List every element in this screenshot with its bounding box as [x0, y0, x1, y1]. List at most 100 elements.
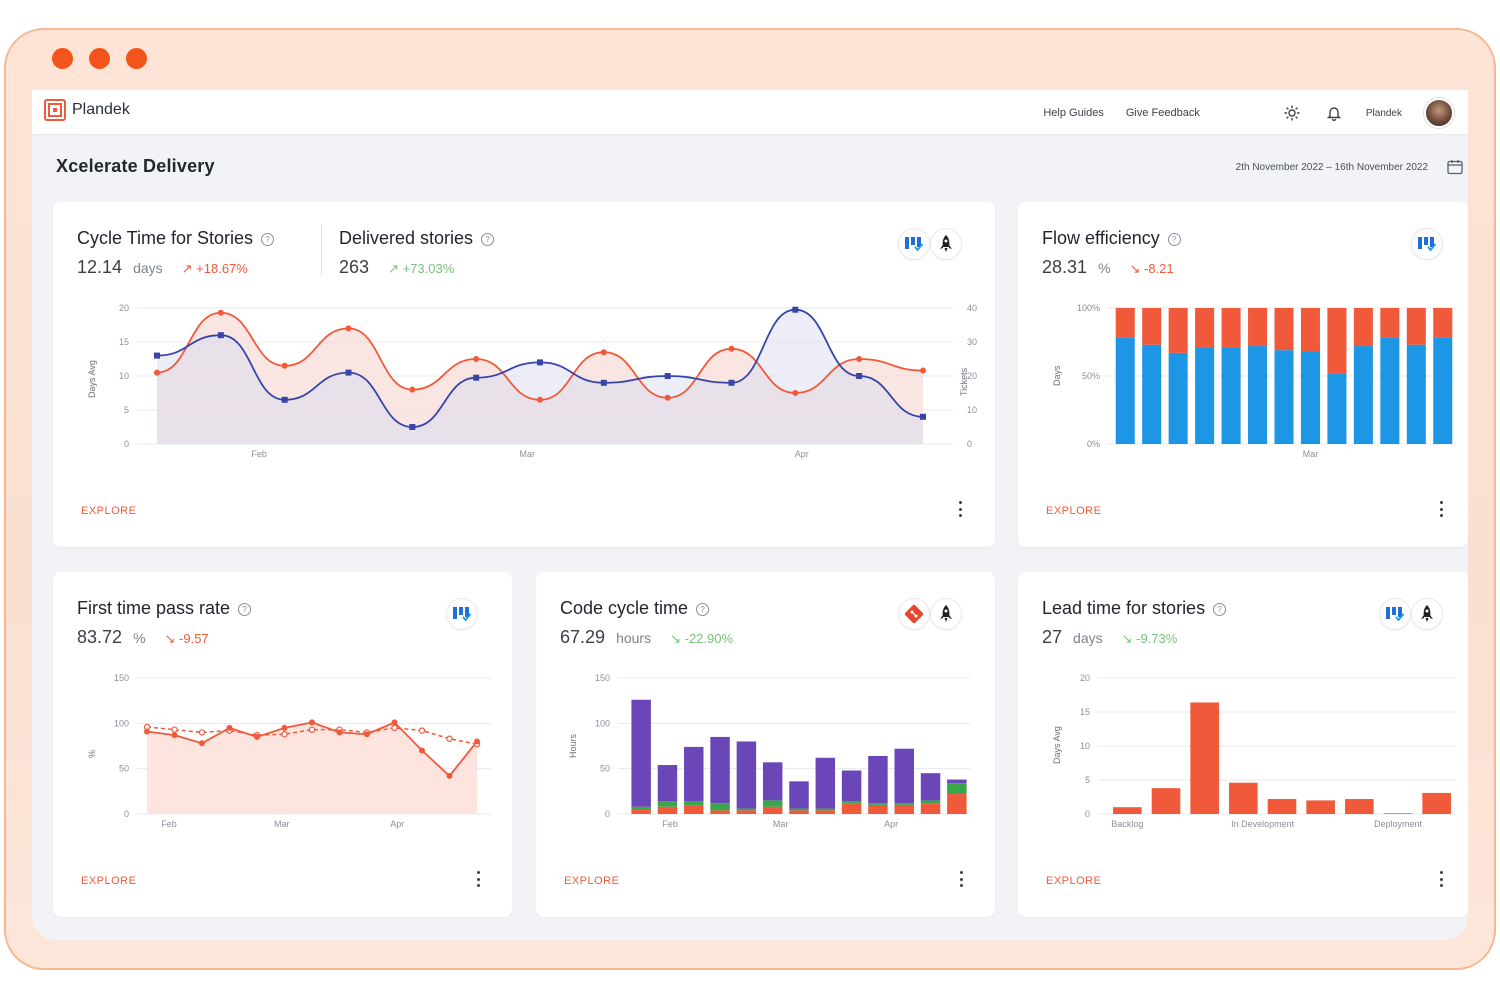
help-icon[interactable]: ?	[696, 602, 710, 616]
user-name[interactable]: Plandek	[1365, 107, 1402, 119]
y-tick-label: 15	[119, 337, 129, 347]
y-tick-label: 50%	[1082, 371, 1100, 381]
notifications-bell-icon[interactable]	[1324, 103, 1344, 123]
y-tick-label: 5	[1085, 775, 1090, 785]
theme-sun-icon[interactable]	[1282, 103, 1302, 123]
active-bar	[1327, 373, 1347, 444]
purple-bar-segment	[894, 748, 914, 804]
more-options-icon[interactable]	[1438, 871, 1444, 887]
calendar-icon[interactable]	[1446, 158, 1464, 176]
purple-bar-segment	[841, 770, 862, 802]
explore-link[interactable]: EXPLORE	[81, 875, 137, 887]
window-close-dot[interactable]	[52, 48, 73, 69]
jira-integration-badge[interactable]	[447, 599, 477, 629]
average-point	[308, 726, 316, 733]
y-tick-label: 0	[1085, 809, 1090, 819]
green-bar-segment	[815, 808, 836, 811]
code-cycle-value: 67.29	[560, 627, 606, 647]
deploy-integration-badge[interactable]	[931, 229, 961, 259]
y-tick-label: 150	[595, 673, 610, 683]
lead-time-metric: Lead time for stories? 27 days ↘ -9.73%	[1042, 598, 1227, 648]
window-controls	[52, 48, 147, 69]
y-tick-label: 20	[1080, 673, 1090, 683]
orange-bar-segment	[815, 810, 836, 814]
average-point	[446, 735, 453, 742]
brand-name: Plandek	[72, 101, 130, 118]
tickets-point	[792, 306, 799, 313]
orange-bar-segment	[947, 794, 967, 814]
window-minimize-dot[interactable]	[89, 48, 110, 69]
more-options-icon[interactable]	[958, 871, 964, 887]
pass-rate-point	[254, 733, 260, 740]
jira-board-icon	[453, 607, 472, 622]
y-tick-label: 100	[595, 718, 610, 728]
help-icon[interactable]: ?	[261, 232, 275, 246]
lead-time-bar	[1345, 799, 1374, 814]
x-tick-label: Apr	[884, 819, 898, 829]
more-options-icon[interactable]	[957, 501, 963, 517]
deploy-integration-badge[interactable]	[931, 599, 961, 629]
average-point	[418, 727, 426, 734]
y-tick-label: 50	[600, 764, 610, 774]
user-avatar[interactable]	[1424, 98, 1454, 128]
jira-integration-badge[interactable]	[899, 229, 929, 259]
purple-bar-segment	[631, 699, 651, 807]
days-point	[600, 349, 607, 356]
jira-integration-badge[interactable]	[1380, 599, 1410, 629]
lead-time-bar	[1113, 807, 1142, 814]
ftpr-title: First time pass rate	[77, 598, 231, 618]
cycle-time-value: 12.14	[77, 257, 123, 277]
green-bar-segment	[920, 800, 941, 804]
tickets-point	[281, 396, 288, 403]
pass-rate-point	[391, 719, 398, 726]
tickets-point	[728, 379, 735, 386]
flow-efficiency-value: 28.31	[1042, 257, 1088, 277]
cycle-time-metric: Cycle Time for Stories? 12.14 days ↗ +18…	[77, 228, 275, 278]
y2-tick-label: 0	[967, 439, 972, 449]
cycle-time-chart: 0 5 10 15 20 0 10 20 30 40 Days Avg Tickets Feb Mar Ap…	[87, 303, 977, 459]
brand-logo[interactable]: Plandek	[44, 99, 130, 121]
y-tick-label: 0%	[1087, 439, 1100, 449]
purple-bar-segment	[789, 781, 809, 809]
lead-time-bar	[1422, 792, 1451, 814]
active-bar	[1300, 351, 1320, 444]
purple-bar-segment	[684, 746, 704, 802]
x-tick-label: Feb	[251, 449, 267, 459]
days-point	[217, 309, 224, 316]
active-bar	[1221, 347, 1241, 444]
average-point	[198, 729, 206, 736]
pass-rate-point	[199, 740, 205, 747]
help-icon[interactable]: ?	[1167, 232, 1181, 246]
pass-rate-area	[147, 722, 477, 814]
explore-link[interactable]: EXPLORE	[1046, 505, 1102, 517]
date-range-picker[interactable]: 2th November 2022 – 16th November 2022	[1235, 162, 1428, 173]
lead-time-delta: ↘ -9.73%	[1121, 631, 1178, 646]
window-maximize-dot[interactable]	[126, 48, 147, 69]
explore-link[interactable]: EXPLORE	[564, 875, 620, 887]
help-guides-link[interactable]: Help Guides	[1043, 107, 1104, 119]
more-options-icon[interactable]	[1438, 501, 1444, 517]
explore-link[interactable]: EXPLORE	[81, 505, 137, 517]
git-integration-badge[interactable]	[899, 599, 929, 629]
active-bar	[1433, 337, 1453, 444]
help-icon[interactable]: ?	[238, 602, 252, 616]
active-bar	[1406, 344, 1426, 444]
tickets-point	[664, 373, 671, 379]
wait-bar	[1433, 308, 1453, 338]
purple-bar-segment	[657, 765, 678, 802]
explore-link[interactable]: EXPLORE	[1046, 875, 1102, 887]
more-options-icon[interactable]	[475, 871, 481, 887]
app-window: Plandek Help Guides Give Feedback Plande…	[32, 90, 1468, 940]
tickets-point	[345, 369, 352, 376]
y-tick-label: 0	[124, 439, 129, 449]
deploy-integration-badge[interactable]	[1412, 599, 1442, 629]
wait-bar	[1195, 308, 1215, 348]
first-time-pass-rate-card: First time pass rate? 83.72 % ↘ -9.57 0 5…	[53, 572, 512, 917]
y2-tick-label: 40	[967, 303, 977, 313]
y-tick-label: 50	[119, 764, 129, 774]
jira-integration-badge[interactable]	[1412, 229, 1442, 259]
help-icon[interactable]: ?	[481, 232, 495, 246]
help-icon[interactable]: ?	[1213, 602, 1227, 616]
wait-bar	[1221, 308, 1241, 348]
give-feedback-link[interactable]: Give Feedback	[1125, 107, 1200, 119]
